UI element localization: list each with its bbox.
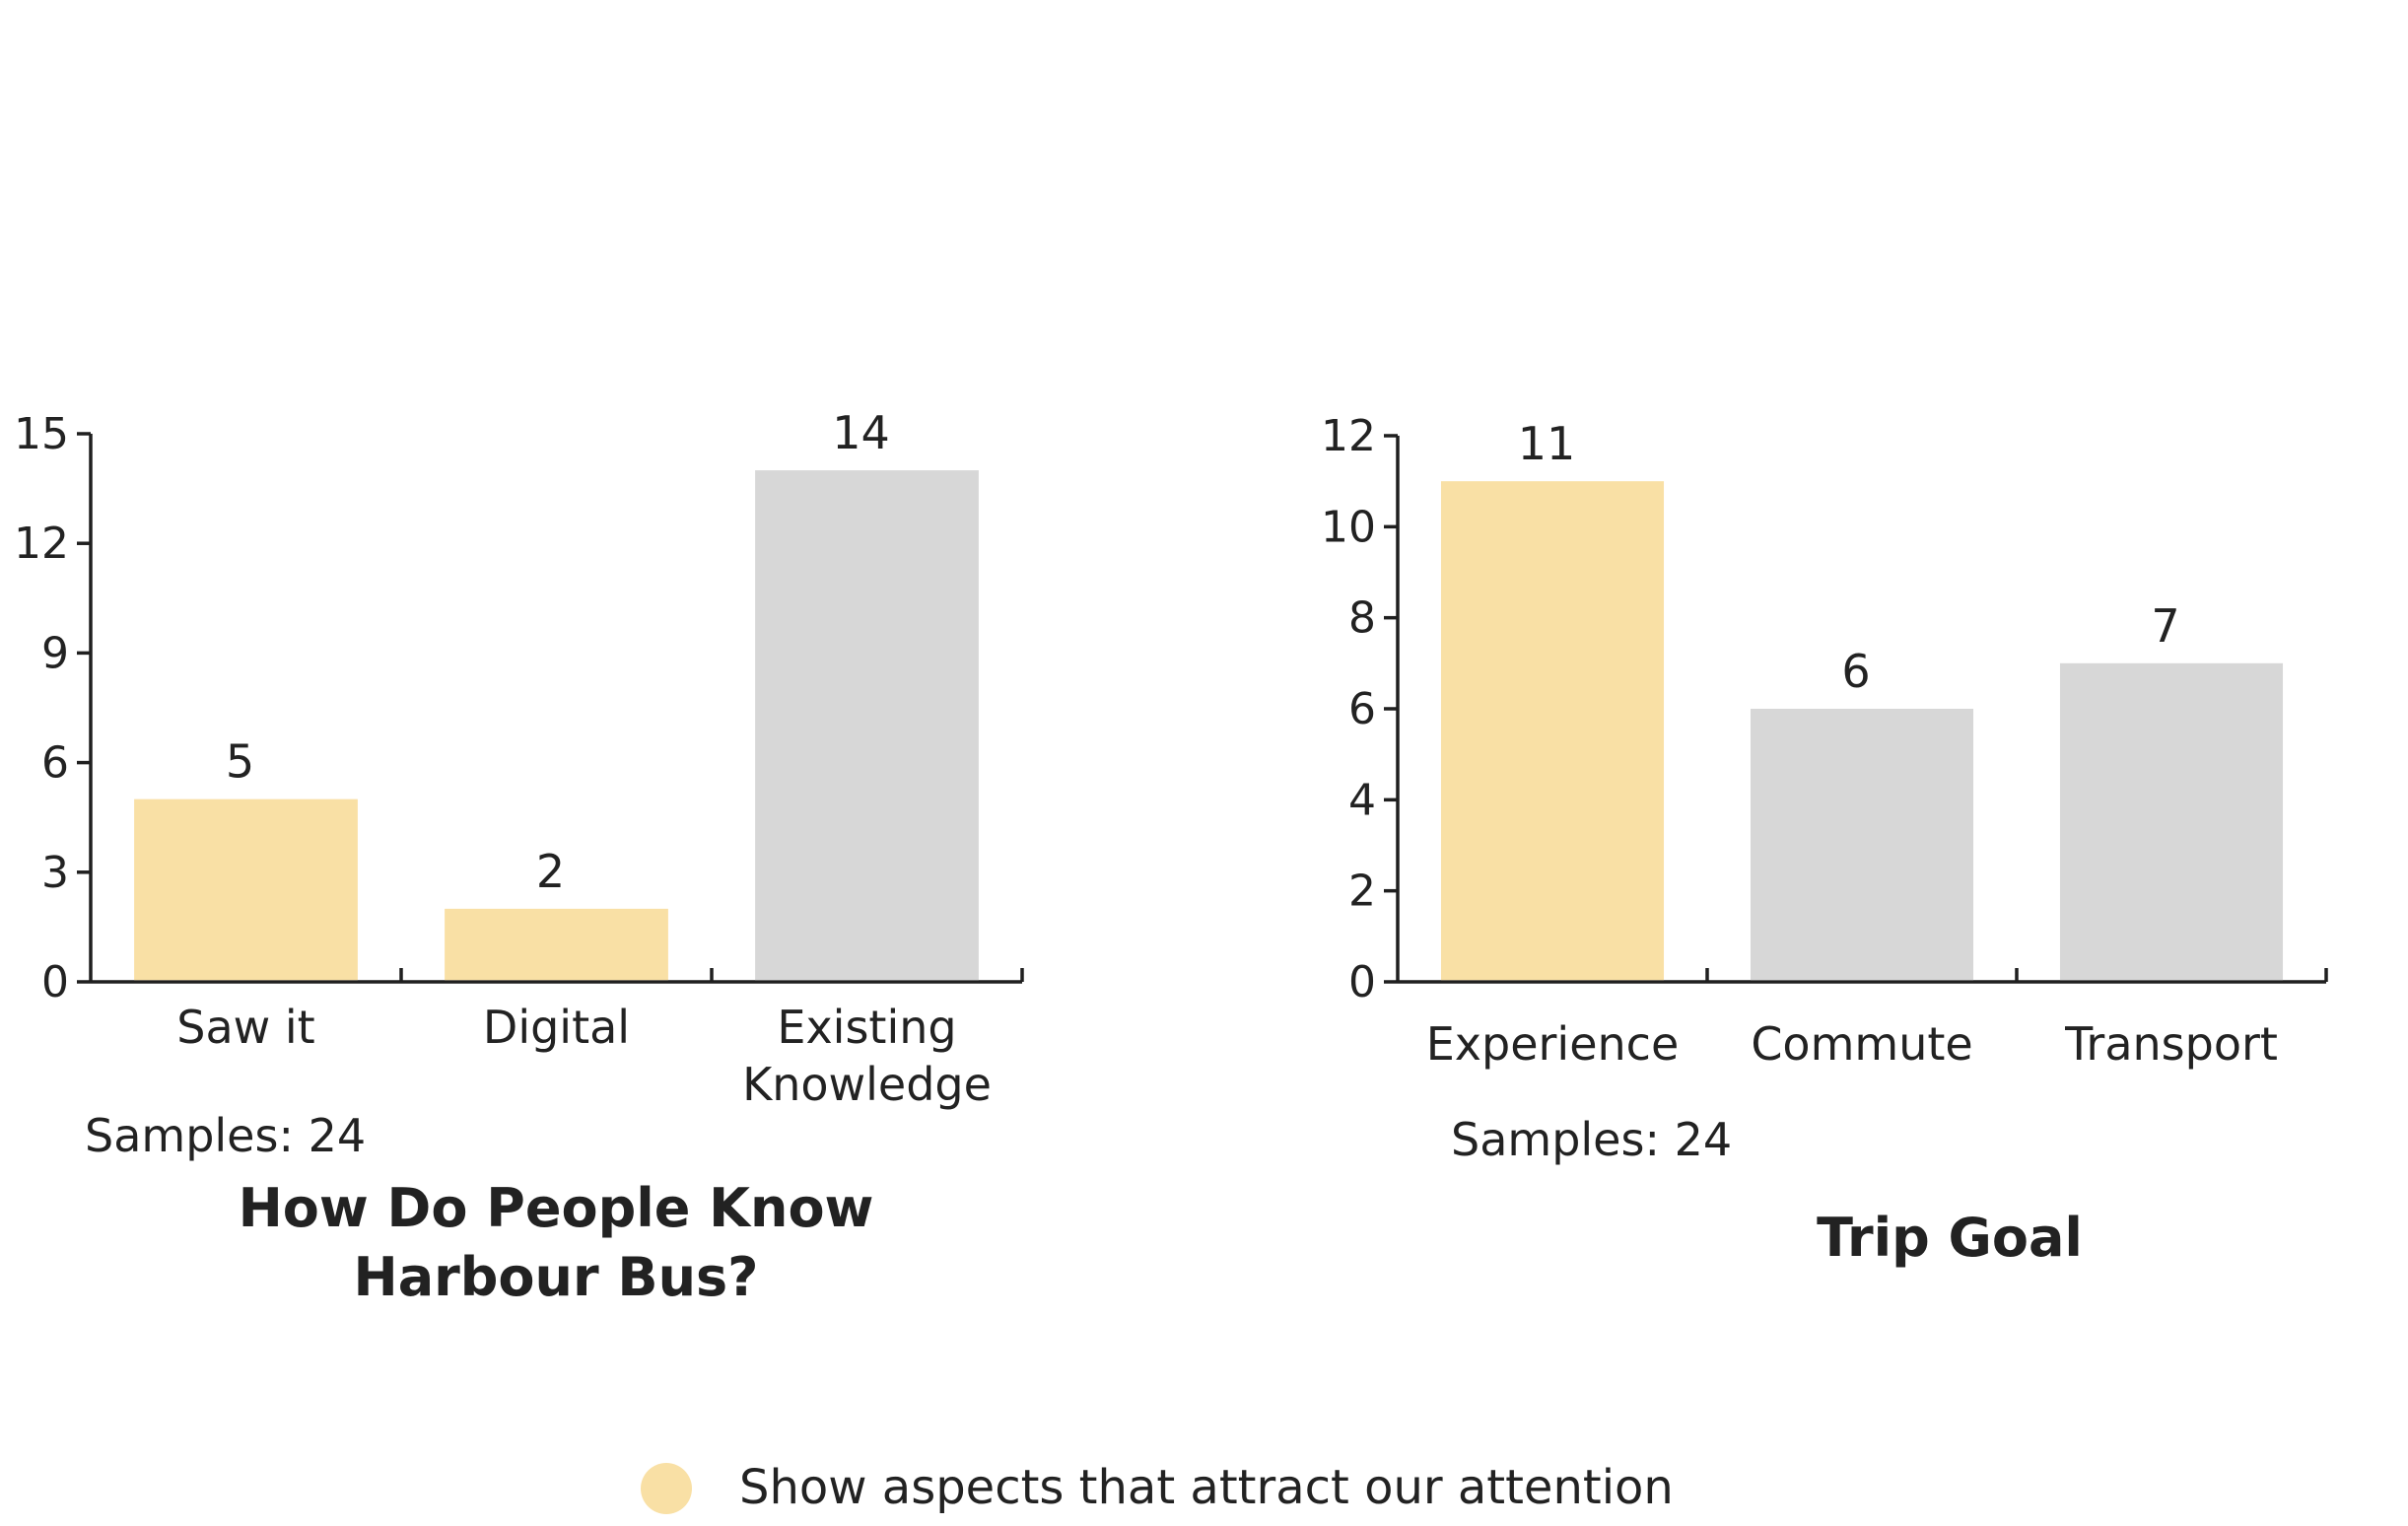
y-tick-label: 8 xyxy=(1348,593,1376,644)
bar-value-label: 7 xyxy=(2151,599,2179,653)
chart-title: How Do People Know xyxy=(239,1177,874,1239)
category-label: Transport xyxy=(2064,1017,2278,1071)
bar-value-label: 14 xyxy=(832,406,890,459)
samples-label: Samples: 24 xyxy=(85,1109,366,1162)
bar-value-label: 6 xyxy=(1841,645,1870,698)
y-tick-label: 10 xyxy=(1321,502,1376,552)
bar-value-label: 5 xyxy=(226,735,254,789)
y-tick-label: 6 xyxy=(41,738,69,789)
bar-value-label: 11 xyxy=(1518,417,1576,470)
bar xyxy=(445,908,668,981)
bar xyxy=(1440,481,1665,981)
bar xyxy=(1750,709,1974,981)
chart-title: Trip Goal xyxy=(1817,1207,2083,1269)
y-tick-label: 12 xyxy=(1321,411,1376,461)
category-label: Saw it xyxy=(176,1001,314,1054)
y-tick-label: 0 xyxy=(1348,957,1376,1007)
chart-how-do-people-know: 0 3 6 9 12 15 5 Saw it 2 Digital 14 ExistingKnowled… xyxy=(14,406,1024,1308)
category-label: Commute xyxy=(1751,1017,1972,1071)
category-label: Existing xyxy=(777,1001,956,1054)
y-tick-label: 12 xyxy=(14,519,69,569)
legend-label: Show aspects that attract our attention xyxy=(739,1460,1674,1515)
bar xyxy=(2059,662,2284,981)
y-tick-label: 2 xyxy=(1348,867,1376,917)
legend: Show aspects that attract our attention xyxy=(641,1460,1674,1515)
chart-trip-goal: 0 2 4 6 8 10 12 11 Experience 6 Commute 7 Transport S… xyxy=(1321,411,2328,1269)
category-label: Experience xyxy=(1426,1017,1680,1071)
legend-swatch xyxy=(641,1463,692,1514)
samples-label: Samples: 24 xyxy=(1451,1113,1732,1166)
y-tick-label: 4 xyxy=(1348,775,1376,825)
bar xyxy=(134,798,358,981)
y-tick-label: 15 xyxy=(14,409,69,459)
chart-title: Harbour Bus? xyxy=(354,1246,759,1308)
y-tick-label: 9 xyxy=(41,628,69,678)
y-tick-label: 3 xyxy=(41,848,69,898)
category-label: Digital xyxy=(483,1001,630,1054)
category-label: Knowledge xyxy=(742,1058,992,1111)
y-tick-label: 6 xyxy=(1348,684,1376,734)
bar-value-label: 2 xyxy=(536,845,565,898)
bar xyxy=(755,470,979,981)
y-tick-label: 0 xyxy=(41,957,69,1007)
